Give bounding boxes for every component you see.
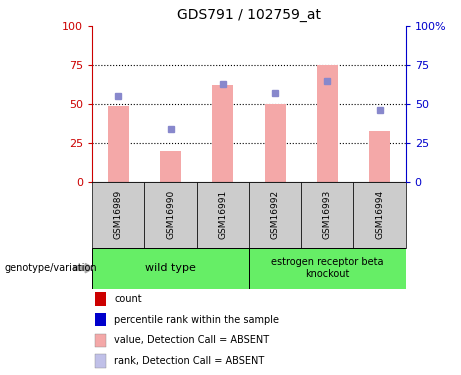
Text: percentile rank within the sample: percentile rank within the sample bbox=[114, 315, 279, 325]
Bar bbox=[95, 354, 106, 368]
Bar bbox=[249, 182, 301, 248]
Text: count: count bbox=[114, 294, 142, 304]
Text: GSM16989: GSM16989 bbox=[114, 190, 123, 239]
Text: GSM16994: GSM16994 bbox=[375, 190, 384, 239]
Bar bbox=[265, 104, 285, 182]
Bar bbox=[92, 182, 144, 248]
Text: estrogen receptor beta
knockout: estrogen receptor beta knockout bbox=[271, 257, 384, 279]
Bar bbox=[95, 292, 106, 306]
Bar bbox=[144, 182, 197, 248]
Text: GSM16991: GSM16991 bbox=[219, 190, 227, 239]
Bar bbox=[369, 130, 390, 182]
Bar bbox=[301, 182, 354, 248]
Bar bbox=[197, 182, 249, 248]
Text: GSM16990: GSM16990 bbox=[166, 190, 175, 239]
Bar bbox=[317, 65, 338, 182]
Bar bbox=[95, 334, 106, 347]
Bar bbox=[160, 151, 181, 182]
Bar bbox=[213, 86, 233, 182]
Title: GDS791 / 102759_at: GDS791 / 102759_at bbox=[177, 9, 321, 22]
Bar bbox=[249, 248, 406, 289]
Bar bbox=[95, 313, 106, 326]
Text: GSM16993: GSM16993 bbox=[323, 190, 332, 239]
Bar bbox=[354, 182, 406, 248]
Bar bbox=[108, 106, 129, 182]
Text: value, Detection Call = ABSENT: value, Detection Call = ABSENT bbox=[114, 335, 269, 345]
Text: wild type: wild type bbox=[145, 263, 196, 273]
Bar bbox=[92, 248, 249, 289]
Text: GSM16992: GSM16992 bbox=[271, 190, 279, 239]
Text: genotype/variation: genotype/variation bbox=[5, 263, 97, 273]
Text: rank, Detection Call = ABSENT: rank, Detection Call = ABSENT bbox=[114, 356, 265, 366]
